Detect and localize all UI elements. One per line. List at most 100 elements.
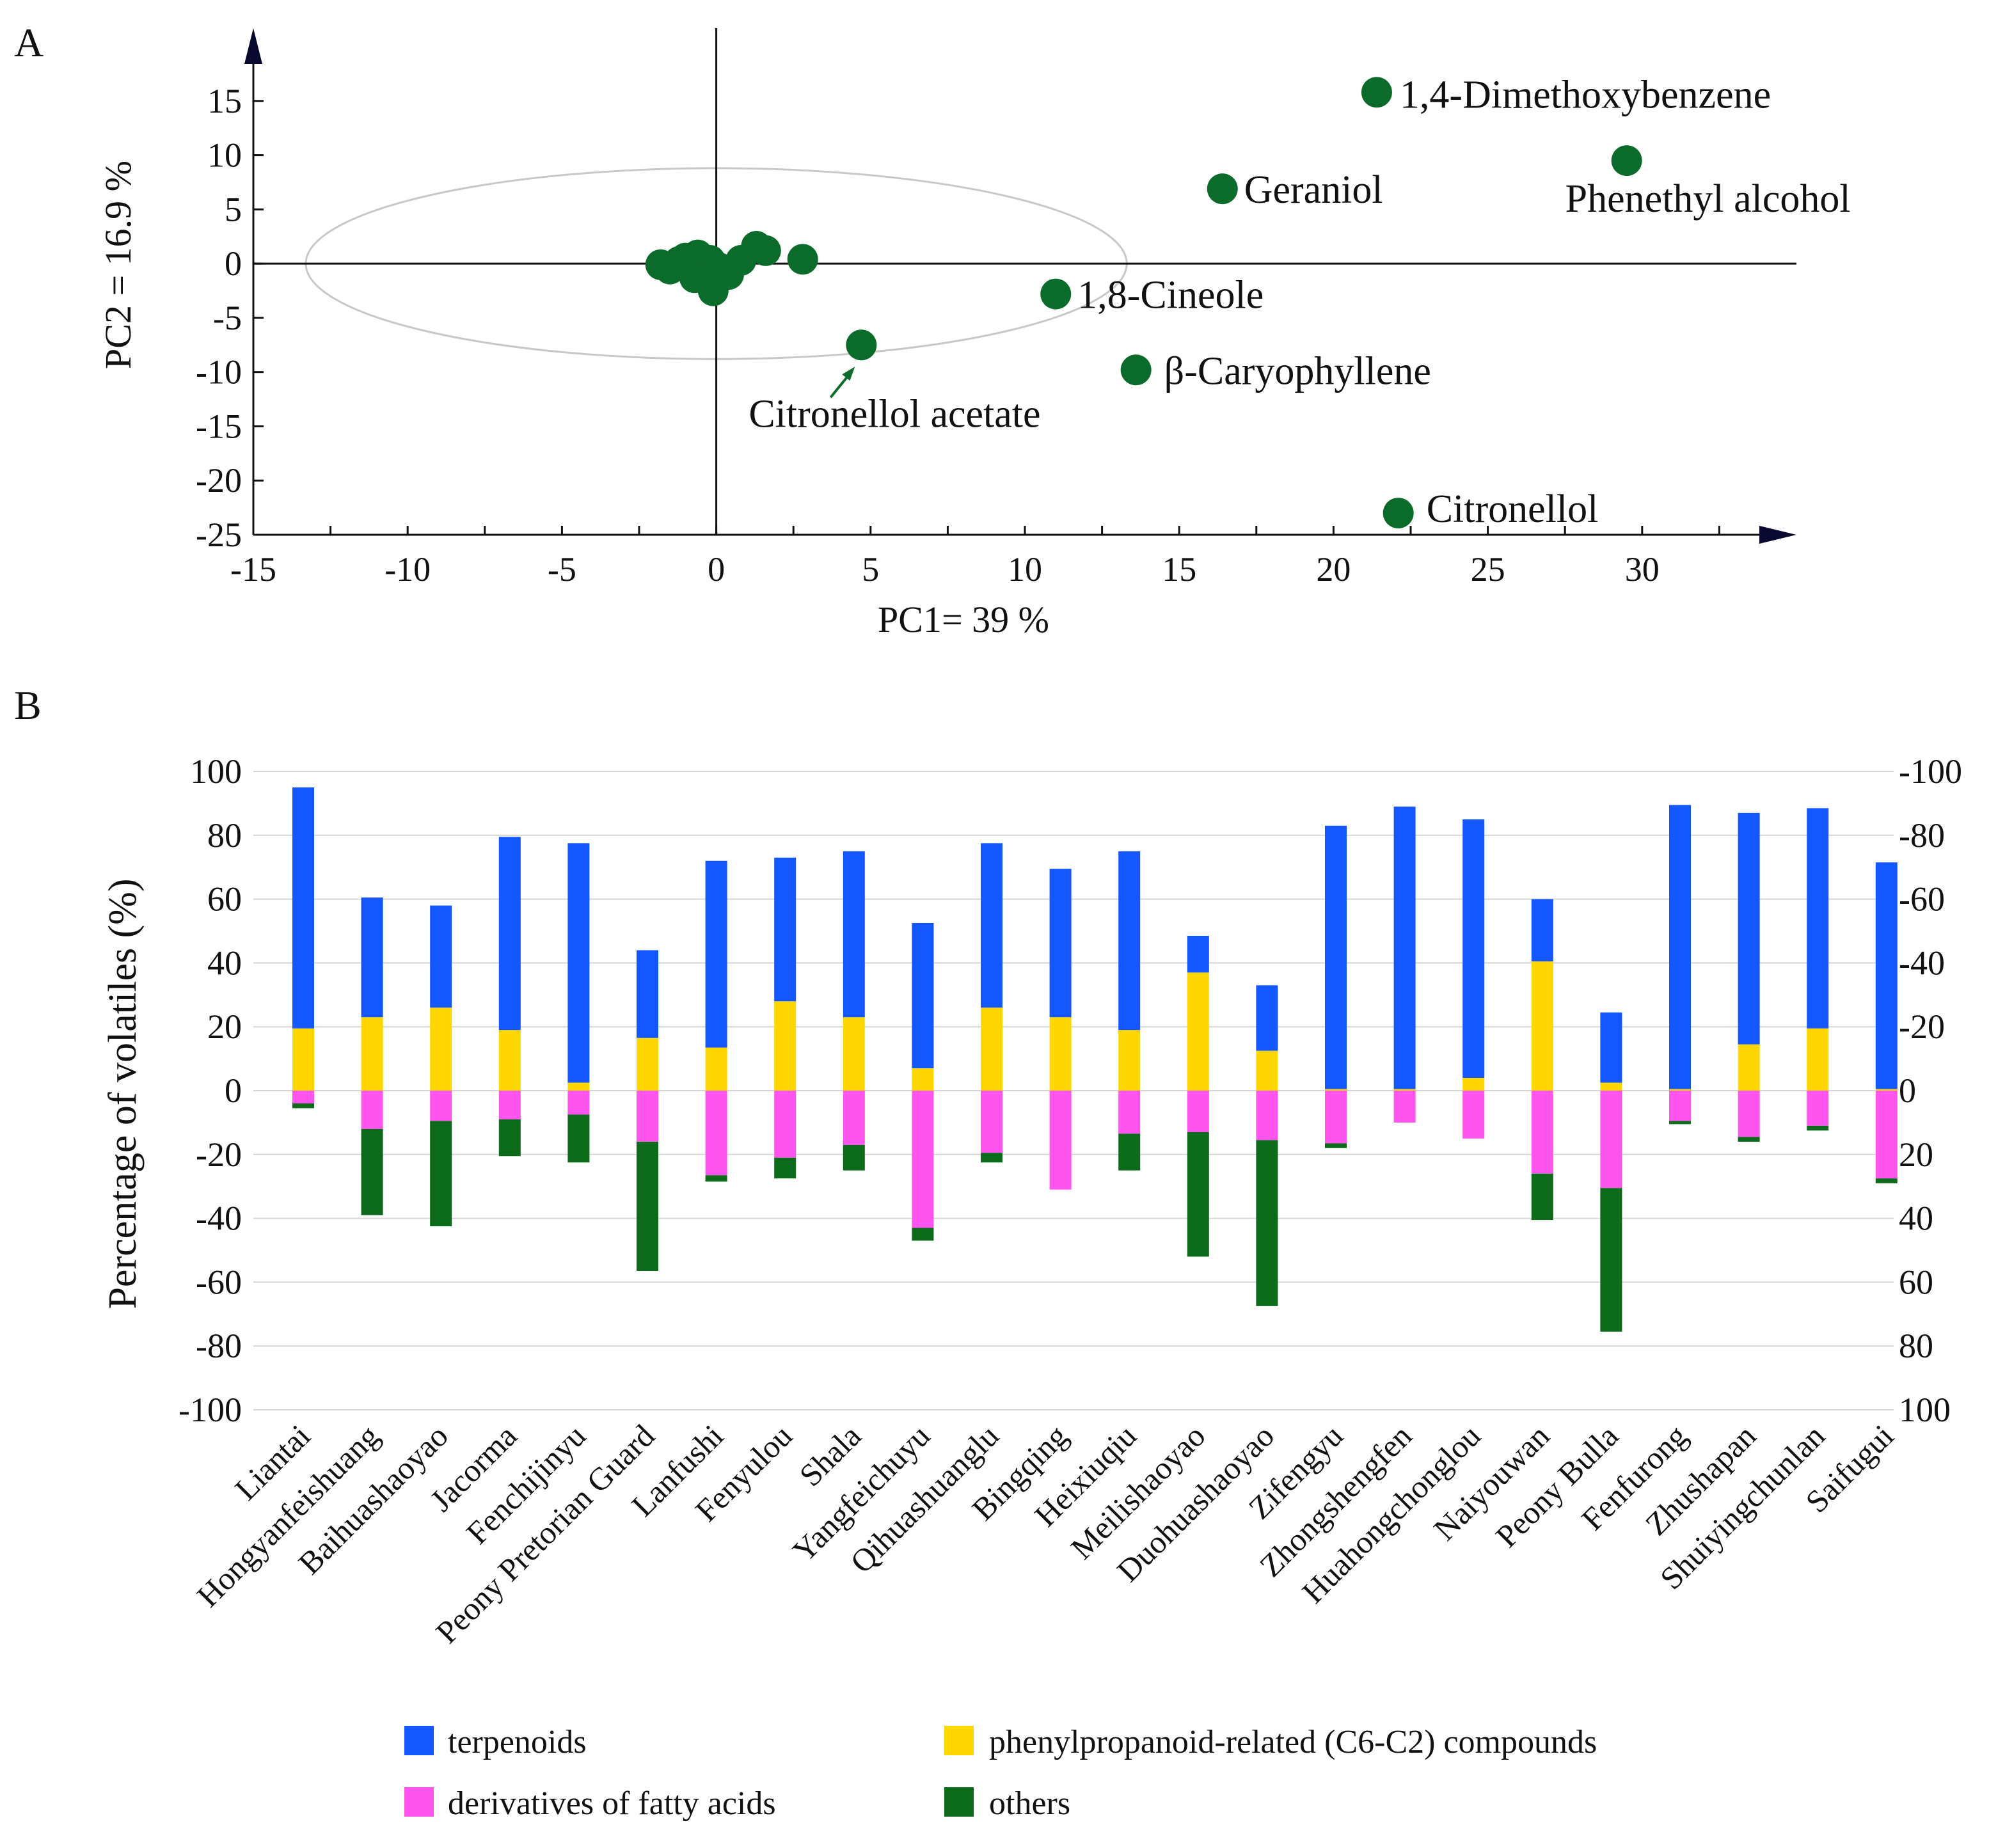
left-tick-label: -40 [196, 1199, 242, 1238]
right-tick-label: -20 [1899, 1007, 1945, 1046]
bar-segment [1462, 1078, 1485, 1091]
bar-segment [498, 837, 521, 1031]
bar-segment [1875, 1089, 1898, 1091]
bar-segment [430, 905, 452, 1008]
bar-segment [774, 1091, 796, 1158]
bar-segment [1256, 1140, 1278, 1306]
bar-segment [1600, 1091, 1622, 1189]
bar-segment [1462, 819, 1485, 1078]
labeled-point [1611, 145, 1642, 177]
legend-swatch-others [944, 1787, 974, 1817]
bar-segment [1807, 1028, 1829, 1091]
left-tick-label: 0 [225, 1071, 242, 1110]
legend-label-fatty-acids: derivatives of fatty acids [448, 1785, 776, 1822]
left-tick-label: -100 [178, 1391, 242, 1429]
bar-segment [292, 787, 314, 1029]
bar-segment [981, 1091, 1002, 1153]
point-label: β-Caryophyllene [1164, 349, 1431, 393]
bar-segment [912, 1228, 934, 1241]
bar-segment [361, 1128, 383, 1215]
bar-segment [1875, 862, 1898, 1089]
bar-segment [981, 843, 1002, 1008]
left-tick-label: 60 [207, 880, 242, 919]
labeled-point [1040, 278, 1072, 310]
bar-segment [705, 1091, 727, 1176]
bar-segment [1118, 1133, 1141, 1171]
y-tick-label: -20 [196, 461, 242, 500]
y-tick-label: -15 [196, 407, 242, 445]
legend-label-others: others [989, 1785, 1070, 1822]
bar-segment [774, 1157, 796, 1179]
point-label: Phenethyl alcohol [1565, 177, 1851, 221]
bar-segment [1325, 1091, 1347, 1144]
volatiles-bar-chart: 100 -100 80 -80 60 -60 40 -40 20 -20 0 0 -20 20 -40 40 -… [101, 752, 1962, 1650]
right-tick-label: 100 [1899, 1391, 1951, 1429]
bar-segment [567, 1114, 590, 1163]
bar-segment [498, 1119, 521, 1157]
bar-segment [705, 1175, 727, 1182]
x-tick-label: 15 [1162, 550, 1196, 588]
left-tick-label: 20 [207, 1007, 242, 1046]
x-tick-label: 10 [1008, 550, 1042, 588]
labeled-point [1120, 354, 1152, 386]
bar-segment [430, 1091, 452, 1121]
x-tick-label: 0 [708, 550, 725, 588]
x-tick-label: 5 [862, 550, 879, 588]
cluster-point [679, 262, 710, 294]
bar-segment [1049, 1017, 1072, 1091]
labeled-point [1361, 77, 1392, 108]
bar-segment [1118, 851, 1141, 1031]
point-label: Geraniol [1244, 168, 1383, 212]
bar-segment [1600, 1012, 1622, 1083]
bar-segment [705, 860, 727, 1048]
bar-segment [1187, 935, 1209, 973]
x-tick-label: 25 [1471, 550, 1505, 588]
pc2-axis-title: PC2 = 16.9 % [97, 161, 139, 369]
bar-segment [1531, 1091, 1553, 1174]
bar-segment [1118, 1030, 1141, 1091]
bar-segment [774, 857, 796, 1002]
bar-segment [498, 1091, 521, 1119]
panel-b-label: B [14, 683, 42, 728]
bar-segment [292, 1103, 314, 1109]
left-tick-label: -20 [196, 1135, 242, 1174]
y-tick-label: -10 [196, 353, 242, 391]
left-tick-label: 100 [190, 752, 242, 791]
bar-segment [1256, 1050, 1278, 1091]
point-label: 1,8-Cineole [1077, 274, 1264, 317]
bar-segment [1600, 1082, 1622, 1091]
left-tick-label: -60 [196, 1263, 242, 1301]
bar-segment [1807, 808, 1829, 1029]
right-tick-label: -80 [1899, 816, 1945, 855]
right-tick-label: -40 [1899, 944, 1945, 982]
bar-segment [1531, 1173, 1553, 1220]
bar-segment [981, 1007, 1002, 1091]
bar-segment [637, 950, 658, 1038]
bar-segment [1187, 1091, 1209, 1132]
y-tick-label: 5 [225, 190, 242, 228]
legend-swatch-phenylpropanoid [944, 1726, 974, 1755]
bar-segment [1393, 806, 1416, 1089]
bar-segment [498, 1030, 521, 1091]
legend-label-phenylpropanoid: phenylpropanoid-related (C6-C2) compound… [989, 1724, 1597, 1760]
pca-points [645, 77, 1642, 529]
bar-segment [1325, 1089, 1347, 1091]
y-tick-label: -5 [213, 299, 242, 337]
right-tick-label: -60 [1899, 880, 1945, 919]
bar-segment [361, 1017, 383, 1091]
point-label: Citronellol [1427, 487, 1599, 531]
bar-segment [567, 843, 590, 1083]
x-tick-label: -15 [230, 550, 276, 588]
bar-segment [1325, 1143, 1347, 1148]
bar-segment [1393, 1091, 1416, 1123]
right-tick-label: 80 [1899, 1327, 1933, 1365]
right-tick-label: 60 [1899, 1263, 1933, 1301]
legend-label-terpenoids: terpenoids [448, 1724, 587, 1760]
x-tick-label: 30 [1625, 550, 1660, 588]
legend-swatch-fatty-acids [404, 1787, 434, 1817]
bar-segment [774, 1001, 796, 1091]
bar-segment [361, 897, 383, 1018]
bar-segment [637, 1141, 658, 1271]
bar-segment [981, 1153, 1002, 1163]
